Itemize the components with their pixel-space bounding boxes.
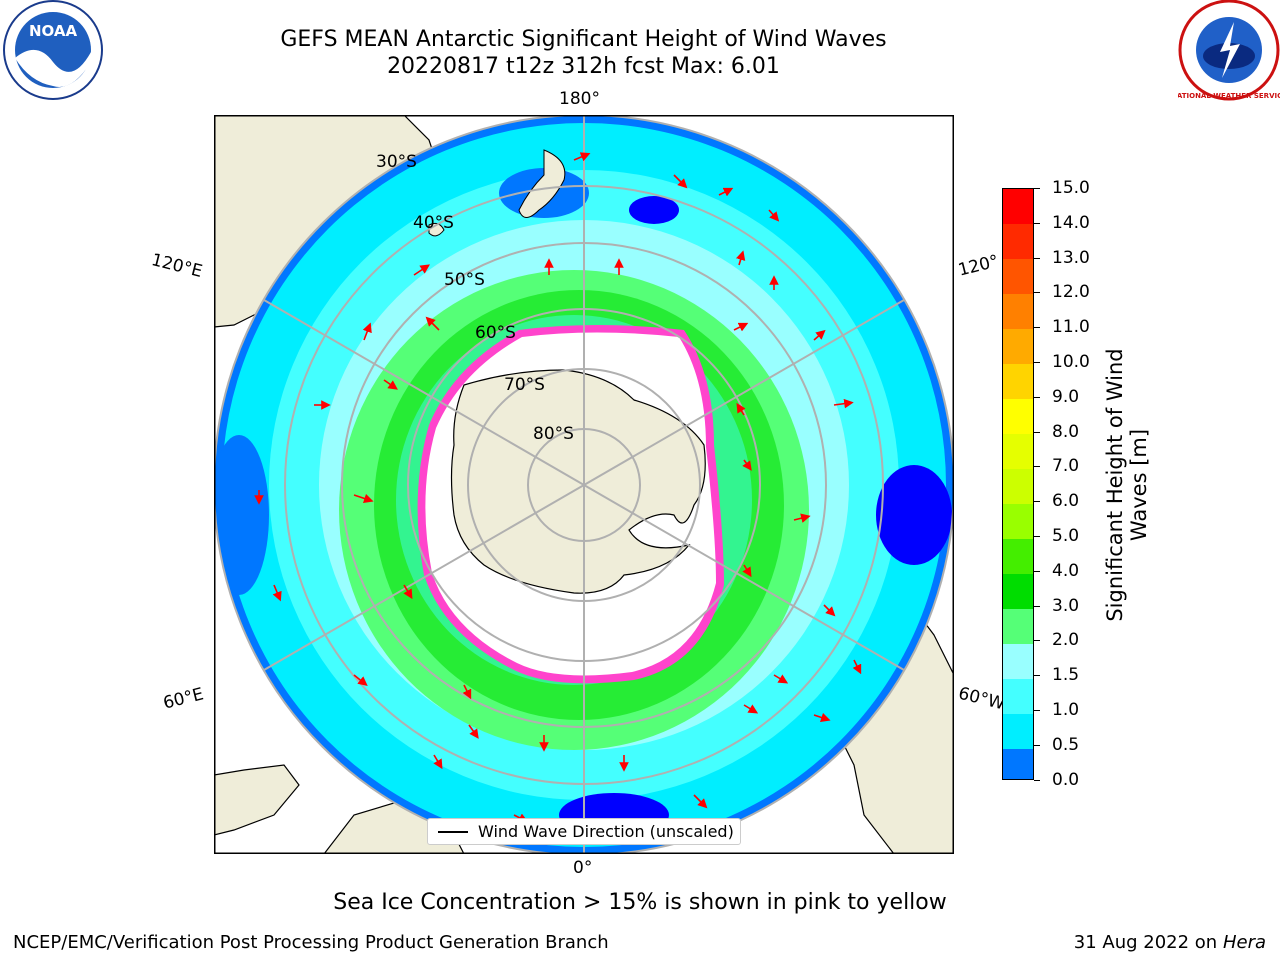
credit-text: NCEP/EMC/Verification Post Processing Pr… [13, 932, 609, 953]
colorbar-tick-mark [1034, 431, 1040, 433]
colorbar-tick-mark [1034, 744, 1040, 746]
lat-label-70s: 70°S [504, 375, 545, 395]
noaa-logo: NOAA [3, 0, 103, 100]
cb-seg-12 [1003, 294, 1033, 329]
colorbar-tick-mark [1034, 570, 1040, 572]
graticule [214, 115, 954, 854]
cb-seg-05 [1003, 749, 1033, 779]
lat-label-80s: 80°S [533, 424, 574, 444]
colorbar-tick-label: 1.5 [1052, 665, 1080, 686]
lat-label-40s: 40°S [413, 213, 454, 233]
sea-ice-note: Sea Ice Concentration > 15% is shown in … [333, 890, 947, 915]
colorbar-tick-mark [1034, 779, 1040, 781]
cb-seg-13 [1003, 259, 1033, 294]
cb-seg-9 [1003, 399, 1033, 434]
colorbar-tick-label: 9.0 [1052, 386, 1080, 407]
colorbar-tick-label: 5.0 [1052, 526, 1080, 546]
colorbar-tick-mark [1034, 501, 1040, 503]
cb-seg-11 [1003, 329, 1033, 364]
noaa-logo-text: NOAA [29, 22, 78, 40]
colorbar-tick-mark [1034, 396, 1040, 398]
lat-label-60s: 60°S [475, 323, 516, 343]
colorbar-tick-label: 8.0 [1052, 421, 1080, 442]
lon-label-180: 180° [559, 89, 600, 109]
colorbar-tick-mark [1034, 710, 1040, 711]
colorbar-tick-mark [1034, 257, 1040, 259]
map-frame [214, 115, 954, 854]
colorbar-tick-label: 0.5 [1052, 734, 1080, 755]
colorbar-label: Significant Height of Wind Waves [m] [1103, 335, 1151, 635]
system-name: Hera [1222, 932, 1266, 953]
colorbar-tick-mark [1034, 536, 1040, 537]
map-legend: Wind Wave Direction (unscaled) [427, 818, 741, 845]
colorbar-tick-mark [1034, 675, 1040, 677]
cb-seg-2 [1003, 644, 1033, 679]
colorbar-tick-label: 15.0 [1052, 178, 1090, 198]
lon-label-120w: 120° [956, 251, 1001, 281]
cb-seg-3 [1003, 609, 1033, 644]
colorbar-tick-label: 14.0 [1052, 212, 1090, 233]
lat-label-50s: 50°S [444, 270, 485, 290]
wave-direction-arrows [254, 152, 862, 823]
cb-seg-5 [1003, 539, 1033, 574]
lon-label-0: 0° [573, 858, 593, 878]
nws-logo: NATIONAL WEATHER SERVICE [1178, 0, 1280, 101]
colorbar-tick-mark [1034, 640, 1040, 642]
chart-title: GEFS MEAN Antarctic Significant Height o… [280, 27, 887, 52]
colorbar-tick-mark [1034, 188, 1040, 189]
cb-seg-8 [1003, 434, 1033, 469]
colorbar [1002, 188, 1034, 780]
colorbar-tick-label: 0.0 [1052, 769, 1080, 790]
legend-line-swatch [438, 831, 468, 833]
date-text: 31 Aug 2022 on [1073, 932, 1218, 953]
colorbar-tick-label: 1.0 [1052, 700, 1080, 720]
colorbar-tick-mark [1034, 327, 1040, 329]
colorbar-tick-mark [1034, 222, 1040, 224]
colorbar-tick-label: 7.0 [1052, 456, 1080, 477]
lon-label-60w: 60°W [956, 683, 1007, 715]
colorbar-tick-label: 2.0 [1052, 630, 1080, 651]
colorbar-tick-mark [1034, 466, 1040, 468]
colorbar-tick-label: 11.0 [1052, 317, 1090, 338]
legend-label: Wind Wave Direction (unscaled) [478, 822, 734, 841]
cb-seg-15b [1003, 679, 1033, 714]
date-stamp: 31 Aug 2022 on Hera [1074, 932, 1266, 953]
cb-seg-7 [1003, 469, 1033, 504]
colorbar-tick-label: 3.0 [1052, 595, 1080, 616]
colorbar-label-line1: Significant Height of Wind [1103, 348, 1127, 622]
lat-label-30s: 30°S [376, 152, 417, 172]
colorbar-tick-label: 4.0 [1052, 560, 1080, 581]
colorbar-tick-label: 13.0 [1052, 247, 1090, 268]
colorbar-tick-mark [1034, 292, 1040, 294]
chart-subtitle: 20220817 t12z 312h fcst Max: 6.01 [387, 54, 780, 79]
polar-map [214, 115, 954, 854]
nws-logo-text: NATIONAL WEATHER SERVICE [1178, 92, 1280, 100]
cb-seg-14 [1003, 224, 1033, 259]
cb-seg-6 [1003, 504, 1033, 539]
cb-seg-15 [1003, 189, 1033, 224]
colorbar-tick-mark [1034, 605, 1040, 607]
colorbar-tick-label: 12.0 [1052, 282, 1090, 303]
lon-label-120e: 120°E [149, 250, 205, 282]
colorbar-tick-label: 6.0 [1052, 491, 1080, 512]
colorbar-label-line2: Waves [m] [1127, 428, 1151, 542]
cb-seg-1 [1003, 714, 1033, 749]
colorbar-tick-mark [1034, 362, 1040, 363]
lon-label-60e: 60°E [161, 684, 206, 714]
colorbar-tick-label: 10.0 [1052, 352, 1090, 372]
cb-seg-4 [1003, 574, 1033, 609]
cb-seg-10 [1003, 364, 1033, 399]
